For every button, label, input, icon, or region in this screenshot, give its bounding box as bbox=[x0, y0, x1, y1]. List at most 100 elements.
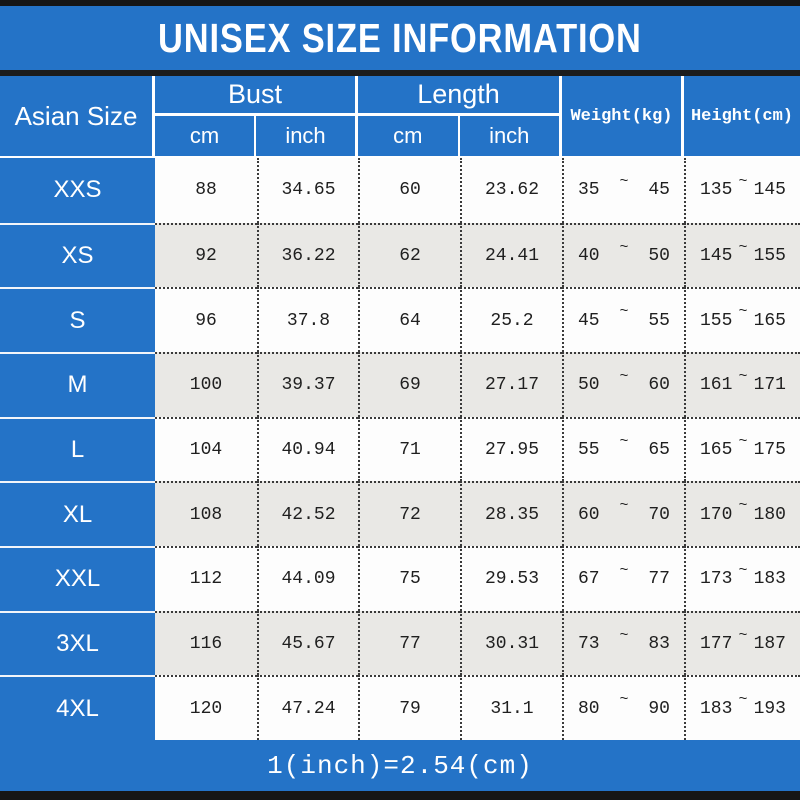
tilde-separator: ~ bbox=[619, 626, 629, 644]
tilde-separator: ~ bbox=[738, 432, 748, 450]
tilde-separator: ~ bbox=[738, 561, 748, 579]
length-cm-cell: 72 bbox=[358, 481, 460, 547]
height-range-cell: 183 ~ 193 bbox=[684, 675, 800, 741]
table-row: S 96 37.8 64 25.2 45 ~ 55 155 ~ 165 bbox=[0, 287, 800, 353]
length-cm-cell: 62 bbox=[358, 222, 460, 288]
height-max: 165 bbox=[753, 310, 786, 331]
height-max: 171 bbox=[753, 375, 786, 396]
tilde-separator: ~ bbox=[619, 238, 629, 256]
bust-cm-cell: 88 bbox=[155, 158, 257, 223]
weight-range-cell: 67 ~ 77 bbox=[562, 546, 684, 611]
header-asian-size: Asian Size bbox=[0, 76, 155, 156]
weight-range-cell: 45 ~ 55 bbox=[562, 287, 684, 353]
weight-range-cell: 50 ~ 60 bbox=[562, 352, 684, 417]
table-row: 4XL 120 47.24 79 31.1 80 ~ 90 183 ~ 193 bbox=[0, 675, 800, 741]
height-min: 135 bbox=[700, 180, 733, 201]
height-range-cell: 135 ~ 145 bbox=[684, 158, 800, 223]
bust-inch-cell: 47.24 bbox=[257, 675, 358, 741]
weight-range-cell: 35 ~ 45 bbox=[562, 158, 684, 223]
top-black-bar bbox=[0, 0, 800, 6]
bust-cm-cell: 96 bbox=[155, 287, 257, 353]
length-cm-cell: 60 bbox=[358, 158, 460, 223]
height-min: 173 bbox=[700, 569, 733, 590]
header-length-cm: cm bbox=[393, 123, 423, 148]
tilde-separator: ~ bbox=[619, 303, 629, 321]
size-label-cell: 3XL bbox=[0, 610, 155, 676]
weight-min: 50 bbox=[578, 375, 600, 396]
weight-max: 77 bbox=[648, 569, 670, 590]
bust-cm-cell: 108 bbox=[155, 481, 257, 547]
length-cm-cell: 69 bbox=[358, 352, 460, 417]
tilde-separator: ~ bbox=[619, 432, 629, 450]
height-range-cell: 161 ~ 171 bbox=[684, 352, 800, 417]
length-inch-cell: 23.62 bbox=[460, 158, 562, 223]
table-row: XS 92 36.22 62 24.41 40 ~ 50 145 ~ 155 bbox=[0, 222, 800, 288]
height-range-cell: 170 ~ 180 bbox=[684, 481, 800, 547]
height-min: 170 bbox=[700, 504, 733, 525]
table-row: M 100 39.37 69 27.17 50 ~ 60 161 ~ 171 bbox=[0, 352, 800, 417]
bust-inch-cell: 44.09 bbox=[257, 546, 358, 611]
height-max: 180 bbox=[753, 504, 786, 525]
tilde-separator: ~ bbox=[619, 172, 629, 190]
weight-max: 65 bbox=[648, 440, 670, 461]
bust-inch-cell: 42.52 bbox=[257, 481, 358, 547]
tilde-separator: ~ bbox=[619, 497, 629, 515]
height-range-cell: 155 ~ 165 bbox=[684, 287, 800, 353]
header-bust-cm: cm bbox=[189, 123, 220, 148]
bust-cm-cell: 100 bbox=[155, 352, 257, 417]
weight-max: 90 bbox=[648, 698, 670, 719]
height-max: 155 bbox=[753, 246, 786, 266]
tilde-separator: ~ bbox=[738, 691, 748, 709]
size-label-cell: 4XL bbox=[0, 675, 155, 741]
weight-min: 45 bbox=[578, 310, 600, 331]
height-range-cell: 145 ~ 155 bbox=[684, 222, 800, 288]
weight-range-cell: 55 ~ 65 bbox=[562, 416, 684, 482]
height-max: 183 bbox=[753, 569, 786, 590]
header-height: Height(cm) bbox=[690, 106, 794, 126]
tilde-separator: ~ bbox=[738, 497, 748, 515]
length-cm-cell: 77 bbox=[358, 610, 460, 676]
height-min: 165 bbox=[700, 440, 733, 461]
bust-inch-cell: 39.37 bbox=[257, 352, 358, 417]
header-length-inch: inch bbox=[457, 116, 560, 156]
conversion-note: 1(inch)=2.54(cm) bbox=[267, 750, 533, 781]
table-row: L 104 40.94 71 27.95 55 ~ 65 165 ~ 175 bbox=[0, 416, 800, 482]
size-label-cell: XXL bbox=[0, 546, 155, 611]
bust-inch-cell: 34.65 bbox=[257, 158, 358, 223]
size-label-cell: XL bbox=[0, 481, 155, 547]
footer-bar: 1(inch)=2.54(cm) bbox=[0, 740, 800, 791]
weight-range-cell: 40 ~ 50 bbox=[562, 222, 684, 288]
bust-inch-cell: 36.22 bbox=[257, 222, 358, 288]
weight-max: 60 bbox=[648, 375, 670, 396]
length-inch-cell: 29.53 bbox=[460, 546, 562, 611]
height-min: 161 bbox=[700, 375, 733, 396]
table-header: Asian Size Bust cm inch Length cm inch W… bbox=[0, 76, 800, 158]
bust-cm-cell: 116 bbox=[155, 610, 257, 676]
bust-cm-cell: 112 bbox=[155, 546, 257, 611]
height-range-cell: 165 ~ 175 bbox=[684, 416, 800, 482]
bust-cm-cell: 104 bbox=[155, 416, 257, 482]
weight-min: 55 bbox=[578, 440, 600, 461]
weight-max: 55 bbox=[648, 310, 670, 331]
size-label-cell: S bbox=[0, 287, 155, 353]
header-length-label: Length bbox=[358, 76, 559, 116]
bust-inch-cell: 45.67 bbox=[257, 610, 358, 676]
table-row: 3XL 116 45.67 77 30.31 73 ~ 83 177 ~ 187 bbox=[0, 610, 800, 676]
tilde-separator: ~ bbox=[738, 238, 748, 256]
size-label-cell: XS bbox=[0, 222, 155, 288]
weight-range-cell: 80 ~ 90 bbox=[562, 675, 684, 741]
table-row: XXL 112 44.09 75 29.53 67 ~ 77 173 ~ 183 bbox=[0, 546, 800, 611]
tilde-separator: ~ bbox=[738, 626, 748, 644]
weight-max: 83 bbox=[648, 634, 670, 655]
weight-max: 50 bbox=[648, 246, 670, 266]
height-range-cell: 173 ~ 183 bbox=[684, 546, 800, 611]
tilde-separator: ~ bbox=[619, 367, 629, 385]
height-max: 187 bbox=[753, 634, 786, 655]
header-weight: Weight(kg) bbox=[562, 76, 684, 156]
weight-min: 73 bbox=[578, 634, 600, 655]
bottom-black-bar bbox=[0, 791, 800, 800]
size-label-cell: XXS bbox=[0, 158, 155, 223]
bust-inch-cell: 40.94 bbox=[257, 416, 358, 482]
title-divider bbox=[0, 70, 800, 76]
length-cm-cell: 75 bbox=[358, 546, 460, 611]
